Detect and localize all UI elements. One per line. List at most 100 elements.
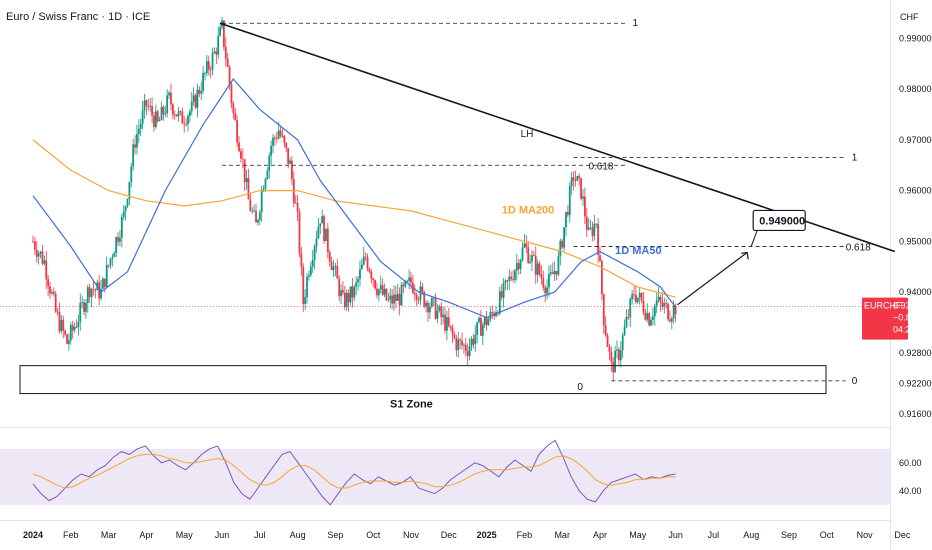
candle-body-143 (302, 266, 305, 304)
candle-body-119 (257, 219, 259, 223)
candle-body-198 (406, 280, 409, 282)
candle-body-340 (674, 305, 677, 315)
candle-body-233 (472, 338, 475, 345)
fib-mid-label: 0.618 (588, 161, 613, 172)
candle-body-258 (519, 259, 522, 270)
candle-body-221 (449, 325, 452, 328)
candle-body-79 (181, 111, 184, 124)
candle-body-190 (391, 295, 393, 304)
candle-body-71 (166, 95, 169, 114)
candle-body-37 (102, 278, 104, 289)
candle-body-15 (60, 319, 63, 332)
candle-body-315 (627, 316, 630, 318)
last-price-tag: EURCHF 0.937140 −0.87% 04:20:35 (862, 297, 931, 340)
candle-body-59 (143, 100, 146, 111)
candle-body-283 (566, 212, 569, 216)
x-tick-19: Aug (743, 530, 759, 540)
candle-body-234 (474, 334, 477, 345)
candle-body-304 (606, 335, 609, 347)
candle-body-215 (438, 306, 441, 311)
candle-body-294 (587, 227, 590, 230)
candle-body-111 (241, 158, 244, 160)
candle-body-17 (64, 330, 67, 335)
candle-body-105 (230, 84, 233, 104)
ma200-line (32, 139, 676, 298)
candle-body-24 (77, 322, 80, 328)
candle-body-1 (33, 241, 36, 250)
support-zone-label: S1 Zone (390, 399, 433, 411)
candle-body-293 (585, 216, 588, 230)
candle-body-310 (618, 349, 620, 361)
candle-body-287 (574, 180, 577, 182)
candle-body-44 (115, 237, 118, 253)
candle-body-238 (481, 324, 484, 336)
candle-body-93 (207, 61, 210, 70)
candle-body-61 (147, 105, 150, 107)
candle-body-217 (442, 314, 445, 318)
candle-body-292 (583, 196, 586, 217)
x-tick-12: 2025 (477, 530, 497, 540)
candle-body-48 (122, 211, 125, 218)
candle-body-127 (272, 137, 274, 146)
candle-body-276 (553, 270, 556, 275)
candle-body-260 (523, 243, 526, 248)
candle-body-146 (308, 275, 310, 277)
candle-body-74 (171, 104, 174, 115)
candle-body-188 (387, 299, 390, 301)
candle-body-334 (663, 303, 666, 307)
candle-body-218 (444, 314, 446, 331)
candle-body-326 (648, 313, 651, 326)
x-tick-7: Aug (290, 530, 306, 540)
candle-body-271 (544, 287, 547, 294)
candle-body-116 (251, 210, 254, 212)
candle-body-222 (451, 327, 454, 335)
rsi-band (0, 448, 890, 505)
candle-body-275 (551, 272, 554, 275)
x-tick-4: May (176, 530, 194, 540)
candle-body-263 (529, 261, 531, 263)
candle-body-47 (120, 217, 123, 238)
candle-body-19 (68, 340, 70, 344)
candle-body-300 (599, 255, 601, 262)
candle-body-26 (81, 302, 84, 304)
candle-body-133 (283, 135, 286, 143)
candle-body-75 (173, 114, 176, 116)
candle-body-291 (582, 196, 584, 199)
candle-body-92 (205, 61, 208, 74)
candle-body-159 (332, 267, 335, 270)
candle-body-64 (153, 115, 155, 128)
candle-body-85 (192, 95, 195, 102)
candle-body-209 (427, 302, 429, 313)
candle-body-176 (364, 256, 367, 258)
x-tick-15: Apr (593, 530, 607, 540)
candle-body-30 (88, 287, 91, 298)
candle-body-95 (211, 52, 214, 70)
candle-body-307 (612, 361, 615, 373)
candle-body-66 (156, 111, 159, 122)
candle-body-72 (168, 92, 170, 96)
candle-body-230 (466, 351, 469, 357)
candle-body-41 (109, 258, 112, 266)
candle-body-2 (35, 249, 38, 257)
candle-body-302 (602, 294, 605, 326)
candle-body-327 (650, 319, 652, 326)
candle-body-152 (319, 223, 322, 227)
candle-body-162 (338, 278, 341, 297)
candle-body-272 (546, 287, 548, 294)
candle-body-129 (275, 138, 278, 139)
candle-body-338 (670, 318, 673, 322)
candle-body-177 (366, 257, 369, 269)
candle-body-25 (79, 302, 82, 323)
candle-body-236 (478, 317, 480, 323)
candle-body-240 (485, 317, 488, 326)
candle-body-81 (185, 123, 187, 125)
candle-body-73 (170, 92, 172, 105)
candle-body-227 (461, 340, 463, 346)
currency-label: CHF (900, 12, 919, 22)
candle-body-284 (568, 185, 571, 216)
